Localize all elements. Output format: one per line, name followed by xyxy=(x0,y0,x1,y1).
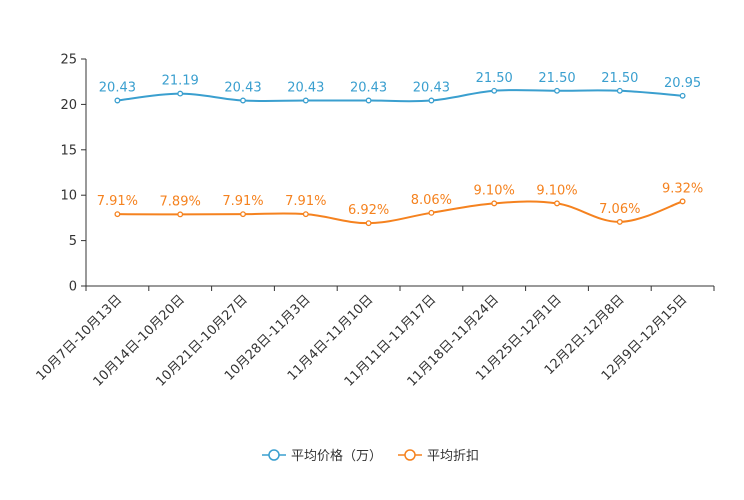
y-tick-label: 0 xyxy=(69,280,77,295)
data-point xyxy=(491,200,498,207)
data-point xyxy=(428,209,435,216)
legend-item[interactable]: 平均折扣 xyxy=(398,449,479,464)
data-point xyxy=(428,97,435,104)
y-tick-label: 15 xyxy=(60,143,77,158)
data-point xyxy=(679,92,686,99)
legend-marker-icon xyxy=(268,449,280,461)
data-point xyxy=(616,87,623,94)
y-tick-label: 20 xyxy=(60,98,77,113)
data-label: 9.10% xyxy=(536,183,577,198)
data-point xyxy=(114,97,121,104)
data-point xyxy=(302,97,309,104)
data-point xyxy=(491,87,498,94)
data-point xyxy=(177,90,184,97)
data-label: 21.50 xyxy=(601,71,638,86)
data-label: 21.50 xyxy=(476,71,513,86)
data-point xyxy=(554,200,560,207)
data-label: 9.10% xyxy=(474,183,515,198)
data-point xyxy=(365,220,372,227)
series-group: 20.43 21.19 20.43 20.43 20.43 20.43 21.50 21.50… xyxy=(99,71,701,104)
data-point xyxy=(616,218,623,225)
legend-marker-icon xyxy=(404,449,416,461)
legend-label: 平均折扣 xyxy=(427,449,479,464)
data-label: 7.89% xyxy=(160,194,201,209)
data-point xyxy=(240,211,246,218)
data-point xyxy=(365,97,372,104)
y-tick-label: 10 xyxy=(60,189,77,204)
series-group: 7.91% 7.89% 7.91% 7.91% 6.92% 8.06% 9.10% 9.10%… xyxy=(97,181,703,227)
data-label: 20.43 xyxy=(413,80,450,95)
series-layer: 20.43 21.19 20.43 20.43 20.43 20.43 21.50 21.50… xyxy=(97,71,703,227)
data-point xyxy=(679,198,686,205)
series-line xyxy=(117,200,683,225)
y-tick-label: 25 xyxy=(60,53,77,68)
y-tick-label: 5 xyxy=(69,234,77,249)
series-line xyxy=(117,89,683,103)
data-point xyxy=(114,211,121,218)
data-point xyxy=(240,97,246,104)
legend-label: 平均价格（万） xyxy=(291,448,382,464)
data-label: 20.43 xyxy=(99,80,136,95)
legend-item[interactable]: 平均价格（万） xyxy=(262,448,382,464)
data-label: 20.43 xyxy=(287,80,324,95)
data-label: 7.91% xyxy=(285,194,326,209)
data-point xyxy=(554,87,560,94)
data-label: 9.32% xyxy=(662,181,703,196)
data-label: 20.43 xyxy=(224,80,261,95)
data-label: 20.43 xyxy=(350,80,387,95)
data-label: 21.50 xyxy=(538,71,575,86)
data-label: 7.91% xyxy=(97,194,138,209)
data-label: 6.92% xyxy=(348,203,389,218)
data-label: 7.06% xyxy=(599,202,640,217)
legend[interactable]: 平均价格（万） 平均折扣 xyxy=(262,448,479,464)
data-label: 20.95 xyxy=(664,76,701,91)
data-label: 21.19 xyxy=(162,74,199,89)
data-label: 7.91% xyxy=(222,194,263,209)
data-point xyxy=(177,211,184,218)
data-label: 8.06% xyxy=(411,193,452,208)
data-point xyxy=(302,211,309,218)
